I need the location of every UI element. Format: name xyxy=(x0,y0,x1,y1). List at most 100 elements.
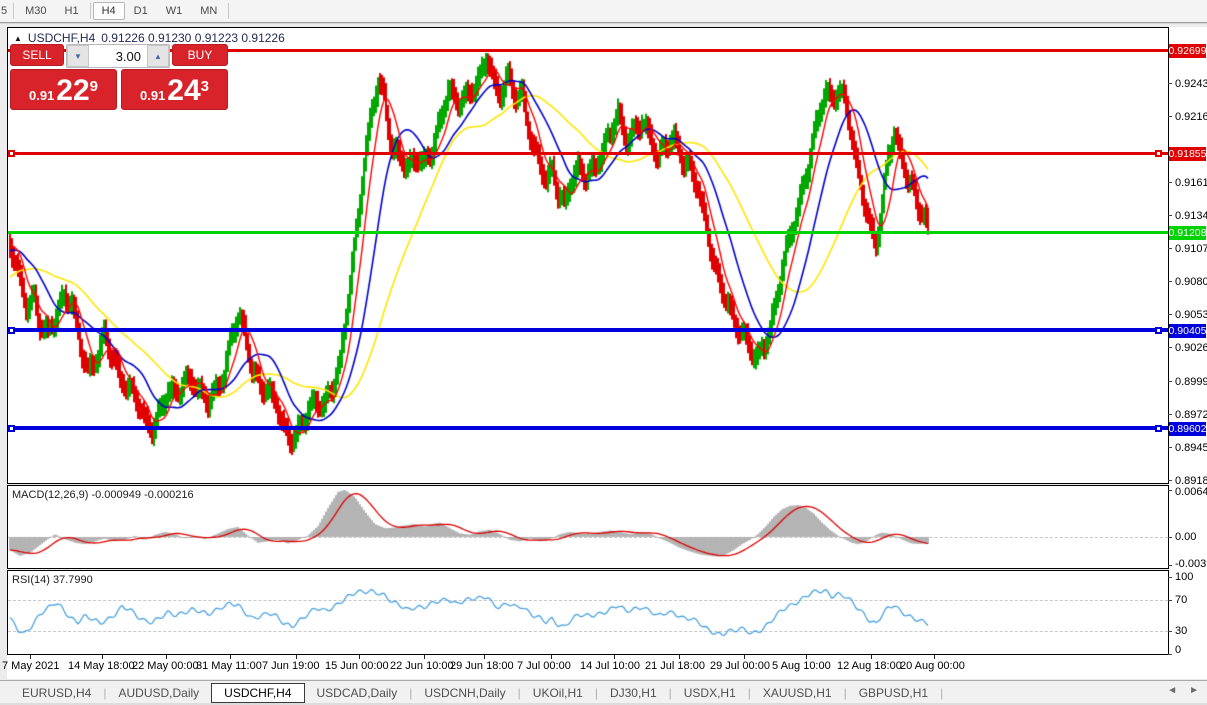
tab-separator: | xyxy=(668,685,672,700)
price-axis-tick xyxy=(1168,381,1172,382)
time-axis-tick xyxy=(102,655,103,659)
horizontal-level-line-0.90405[interactable] xyxy=(8,328,1168,332)
price-axis-label: 0.90535 xyxy=(1175,308,1207,321)
time-axis-tick xyxy=(679,655,680,659)
toolbar-separator xyxy=(89,3,91,19)
time-axis-tick xyxy=(871,655,872,659)
chart-tab-ukoil[interactable]: UKOil,H1 xyxy=(532,685,583,700)
chart-tab-eurusd[interactable]: EURUSD,H4 xyxy=(22,685,92,700)
chart-tab-xauusd[interactable]: XAUUSD,H1 xyxy=(762,685,832,700)
time-axis-tick xyxy=(424,655,425,659)
tab-separator: | xyxy=(517,685,521,700)
tab-separator: | xyxy=(843,685,847,700)
tab-separator: | xyxy=(409,685,413,700)
chart-tab-usdcad[interactable]: USDCAD,Daily xyxy=(316,685,398,700)
buy-price-big: 24 xyxy=(167,74,201,107)
timeframe-button-h1[interactable]: H1 xyxy=(64,5,79,17)
chart-tab-usdx[interactable]: USDX,H1 xyxy=(683,685,736,700)
toolbar-separator xyxy=(13,3,15,19)
price-badge-0.92699: 0.92699 xyxy=(1168,43,1207,58)
time-axis-tick xyxy=(166,655,167,659)
time-axis-label: 12 Aug 18:00 xyxy=(837,660,902,672)
sell-price-small: 0.91 xyxy=(28,88,55,103)
tab-scroll-right-icon[interactable]: ► xyxy=(1189,685,1199,696)
chart-tab-gbpusd[interactable]: GBPUSD,H1 xyxy=(858,685,929,700)
price-badge-0.91855: 0.91855 xyxy=(1168,146,1207,161)
time-axis-tick xyxy=(744,655,745,659)
price-axis-label: 0.90265 xyxy=(1175,341,1207,354)
rsi-axis-label: 70 xyxy=(1175,594,1188,606)
tab-separator: | xyxy=(940,685,944,700)
sell-price-sup: 9 xyxy=(89,78,99,95)
chart-tab-usdchf[interactable]: USDCHF,H4 xyxy=(211,682,305,703)
line-drag-handle[interactable] xyxy=(1155,150,1162,157)
macd-axis-tick xyxy=(1168,537,1172,538)
tab-separator: | xyxy=(747,685,751,700)
timeframe-button-w1[interactable]: W1 xyxy=(165,5,183,17)
chart-tab-audusd[interactable]: AUDUSD,Daily xyxy=(118,685,200,700)
sell-button[interactable]: SELL xyxy=(10,44,64,66)
horizontal-level-line-0.91208[interactable] xyxy=(8,231,1168,234)
line-drag-handle[interactable] xyxy=(8,327,15,334)
time-axis-label: 7 Jun 19:00 xyxy=(262,660,320,672)
time-axis-label: 14 Jul 10:00 xyxy=(580,660,640,672)
rsi-axis-tick xyxy=(1168,654,1172,655)
tab-scroll-left-icon[interactable]: ◄ xyxy=(1167,685,1178,696)
chart-tab-dj30[interactable]: DJ30,H1 xyxy=(609,685,657,700)
time-axis-label: 14 May 18:00 xyxy=(68,660,135,672)
price-axis-label: 0.91345 xyxy=(1175,209,1207,222)
time-axis-tick xyxy=(30,655,31,659)
macd-axis-label: 0.00647 xyxy=(1175,486,1207,498)
price-axis-tick xyxy=(1168,182,1172,183)
time-axis-tick xyxy=(296,655,297,659)
bottom-strip xyxy=(0,703,1207,705)
macd-axis-tick xyxy=(1168,490,1172,491)
time-axis-label: 7 Jul 00:00 xyxy=(517,660,571,672)
time-axis-label: 5 Aug 10:00 xyxy=(772,660,831,672)
volume-input[interactable]: 3.00 xyxy=(89,45,147,67)
price-axis-tick xyxy=(1168,281,1172,282)
timeframe-button-m30[interactable]: M30 xyxy=(25,5,47,17)
one-click-trading-panel: SELL ▼ 3.00 ▲ BUY 0.91 22 9 0.91 24 3 xyxy=(10,44,228,110)
macd-indicator-label: MACD(12,26,9) -0.000949 -0.000216 xyxy=(12,489,194,501)
down-arrow-icon: ▼ xyxy=(74,51,82,61)
horizontal-level-line-0.92699[interactable] xyxy=(8,49,1168,52)
price-axis-label: 0.90805 xyxy=(1175,275,1207,288)
time-axis-tick xyxy=(551,655,552,659)
macd-axis-label: -0.00391 xyxy=(1175,558,1207,570)
macd-axis-tick xyxy=(1168,565,1172,566)
up-arrow-icon: ▲ xyxy=(154,51,162,61)
timeframe-button-h4[interactable]: H4 xyxy=(92,2,125,20)
timeframe-button-d1[interactable]: D1 xyxy=(133,5,148,17)
buy-price-sup: 3 xyxy=(200,78,210,95)
chart-tab-usdcnh[interactable]: USDCNH,Daily xyxy=(424,685,506,700)
line-drag-handle[interactable] xyxy=(8,425,15,432)
time-axis-label: 20 Aug 00:00 xyxy=(900,660,965,672)
horizontal-level-line-0.89602[interactable] xyxy=(8,426,1168,430)
price-axis-tick xyxy=(1168,347,1172,348)
timeframe-button-mn[interactable]: MN xyxy=(200,5,218,17)
line-drag-handle[interactable] xyxy=(1155,327,1162,334)
buy-button[interactable]: BUY xyxy=(172,44,228,66)
time-axis-tick xyxy=(806,655,807,659)
volume-decrease-button[interactable]: ▼ xyxy=(67,45,89,67)
price-badge-0.91208: 0.91208 xyxy=(1168,225,1207,240)
time-axis-label: 15 Jun 00:00 xyxy=(325,660,389,672)
buy-price-display[interactable]: 0.91 24 3 xyxy=(121,69,228,110)
chart-tab-bar: EURUSD,H4 | AUDUSD,Daily USDCHF,H4 USDCAD,Da… xyxy=(0,680,1207,704)
line-drag-handle[interactable] xyxy=(1155,425,1162,432)
time-axis-tick xyxy=(230,655,231,659)
volume-increase-button[interactable]: ▲ xyxy=(147,45,169,67)
sell-price-display[interactable]: 0.91 22 9 xyxy=(10,69,117,110)
horizontal-level-line-0.91855[interactable] xyxy=(8,152,1168,155)
timeframe-toolbar: 5 M30 H1 H4 D1 W1 MN xyxy=(0,0,1207,23)
price-axis-label: 0.91615 xyxy=(1175,176,1207,189)
rsi-axis-label: 100 xyxy=(1175,571,1194,583)
timeframe-button-5[interactable]: 5 xyxy=(1,5,8,17)
volume-spinner: ▼ 3.00 ▲ xyxy=(66,44,170,68)
line-drag-handle[interactable] xyxy=(8,150,15,157)
